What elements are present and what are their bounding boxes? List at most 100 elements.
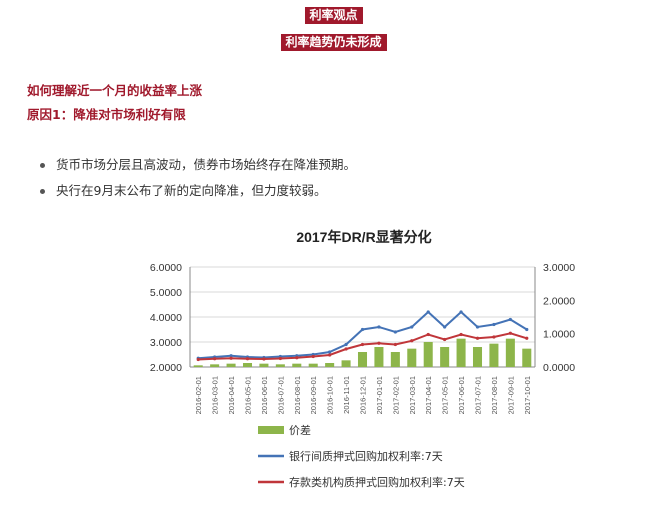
bar-7 <box>308 363 318 367</box>
series-point-3 <box>245 357 250 361</box>
bar-2 <box>226 363 236 367</box>
series-point-2 <box>229 356 233 360</box>
series-point-20 <box>525 336 529 340</box>
series-point-12 <box>393 330 397 334</box>
bar-17 <box>472 347 483 367</box>
x-tick-label: 2016-06-01 <box>260 376 269 414</box>
y-right-tick-label: 3.0000 <box>543 262 575 274</box>
x-tick-label: 2017-02-01 <box>391 376 400 414</box>
bar-20 <box>522 348 532 367</box>
legend-swatch <box>258 426 284 434</box>
x-tick-label: 2017-06-01 <box>457 376 466 414</box>
series-point-14 <box>426 332 430 337</box>
series-point-19 <box>508 317 512 322</box>
series-point-0 <box>196 357 200 362</box>
series-point-4 <box>262 357 266 361</box>
bullet-list: 货币市场分层且高波动，债券市场始终存在降准预期。 央行在9月末公布了新的定向降准… <box>38 152 356 204</box>
x-tick-label: 2016-12-01 <box>359 376 368 414</box>
y-right-tick-label: 0.0000 <box>543 362 575 374</box>
x-tick-label: 2016-07-01 <box>276 376 285 414</box>
series-point-9 <box>344 342 348 347</box>
x-tick-label: 2016-08-01 <box>293 376 302 414</box>
series-point-8 <box>328 350 332 354</box>
series-point-11 <box>377 341 381 345</box>
series-point-16 <box>459 332 463 337</box>
x-tick-label: 2016-09-01 <box>309 376 318 414</box>
bar-18 <box>489 343 499 367</box>
series-point-17 <box>475 336 480 340</box>
y-left-tick-label: 3.0000 <box>150 337 182 349</box>
plot-area: 2.0000 3.0000 4.0000 5.0000 6.0000 0.0000 1.00… <box>150 262 575 414</box>
bar-12 <box>390 352 400 367</box>
bar-19 <box>505 338 515 367</box>
series-point-12 <box>393 342 397 347</box>
x-tick-label: 2017-08-01 <box>490 376 499 414</box>
series-point-15 <box>443 325 447 329</box>
series-point-8 <box>328 353 332 357</box>
banner-title: 利率观点 <box>304 7 363 24</box>
x-tick-label: 2017-05-01 <box>441 376 450 414</box>
y-left-tick-label: 2.0000 <box>150 362 182 374</box>
bar-4 <box>259 363 269 367</box>
series-point-7 <box>311 354 315 359</box>
series-point-20 <box>525 327 529 332</box>
series-point-2 <box>229 354 233 358</box>
series-point-9 <box>344 347 348 351</box>
bar-3 <box>242 363 253 367</box>
series-point-13 <box>410 339 414 343</box>
x-tick-label: 2017-10-01 <box>523 376 532 414</box>
y-right-tick-label: 2.0000 <box>543 295 575 307</box>
series-point-11 <box>377 325 381 329</box>
series-point-1 <box>213 357 217 361</box>
x-tick-label: 2017-03-01 <box>408 376 417 414</box>
series-point-10 <box>360 342 365 347</box>
series-point-19 <box>508 331 512 335</box>
bar-6 <box>292 363 302 367</box>
x-tick-label: 2017-07-01 <box>474 376 483 414</box>
legend-label: 银行间质押式回购加权利率:7天 <box>289 449 443 463</box>
x-tick-label: 2016-02-01 <box>194 376 203 414</box>
y-left-tick-label: 5.0000 <box>150 287 182 299</box>
series-point-18 <box>492 322 496 327</box>
bar-9 <box>341 360 351 367</box>
bullet-item: 央行在9月末公布了新的定向降准，但力度较弱。 <box>38 178 356 204</box>
bar-14 <box>423 342 433 367</box>
section-subheading: 原因1：降准对市场利好有限 <box>27 107 186 122</box>
series-point-14 <box>426 310 430 314</box>
series-point-5 <box>278 356 282 361</box>
x-tick-label: 2016-11-01 <box>342 376 351 414</box>
series-point-13 <box>410 325 414 329</box>
series-point-17 <box>475 325 480 329</box>
series-point-18 <box>492 335 496 339</box>
bar-1 <box>210 364 220 367</box>
chart-title: 2017年DR/R显著分化 <box>296 229 431 245</box>
bar-13 <box>407 348 417 367</box>
series-point-6 <box>295 356 299 360</box>
x-tick-label: 2016-10-01 <box>326 376 335 414</box>
y-right-tick-label: 1.0000 <box>543 329 575 341</box>
x-tick-label: 2016-04-01 <box>227 376 236 414</box>
x-tick-label: 2016-05-01 <box>244 376 253 414</box>
x-tick-label: 2017-09-01 <box>506 376 515 414</box>
x-tick-label: 2017-04-01 <box>424 376 433 414</box>
series-point-15 <box>443 337 447 342</box>
bar-8 <box>325 363 335 367</box>
x-tick-label: 2016-03-01 <box>211 376 220 414</box>
chart: 2017年DR/R显著分化 2.0000 3.0000 4.0000 5.0000 6.… <box>150 229 575 489</box>
bar-10 <box>357 352 368 367</box>
y-left-tick-label: 6.0000 <box>150 262 182 274</box>
legend-label: 存款类机构质押式回购加权利率:7天 <box>289 475 465 489</box>
series-point-16 <box>459 310 463 314</box>
bullet-item: 货币市场分层且高波动，债券市场始终存在降准预期。 <box>38 152 356 178</box>
bar-16 <box>456 338 466 367</box>
series-point-10 <box>360 327 365 332</box>
bar-11 <box>374 347 384 367</box>
bar-5 <box>275 364 285 367</box>
x-tick-label: 2017-01-01 <box>375 376 384 414</box>
y-left-tick-label: 4.0000 <box>150 312 182 324</box>
bar-15 <box>440 347 450 367</box>
section-heading: 如何理解近一个月的收益率上涨 <box>27 83 203 98</box>
legend-label: 价差 <box>289 423 311 437</box>
banner-subtitle: 利率趋势仍未形成 <box>280 34 387 51</box>
